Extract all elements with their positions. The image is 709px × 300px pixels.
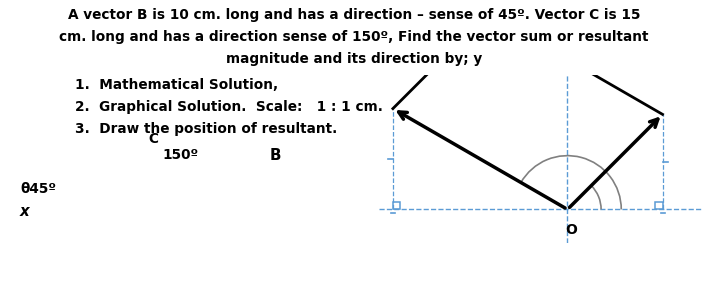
- Text: θ45º: θ45º: [20, 182, 56, 196]
- Text: C: C: [148, 132, 158, 146]
- Text: cm. long and has a direction sense of 150º, Find the vector sum or resultant: cm. long and has a direction sense of 15…: [60, 30, 649, 44]
- Text: O: O: [566, 223, 577, 237]
- Text: magnitude and its direction by; y: magnitude and its direction by; y: [226, 52, 482, 66]
- Text: A vector B is 10 cm. long and has a direction – sense of 45º. Vector C is 15: A vector B is 10 cm. long and has a dire…: [68, 8, 640, 22]
- Text: x: x: [20, 204, 30, 219]
- Text: 3.  Draw the position of resultant.: 3. Draw the position of resultant.: [75, 122, 337, 136]
- Text: 1.  Mathematical Solution,: 1. Mathematical Solution,: [75, 78, 278, 92]
- Text: 2.  Graphical Solution.  Scale:   1 : 1 cm.: 2. Graphical Solution. Scale: 1 : 1 cm.: [75, 100, 383, 114]
- Text: 150º: 150º: [162, 148, 198, 162]
- Text: B: B: [270, 148, 281, 163]
